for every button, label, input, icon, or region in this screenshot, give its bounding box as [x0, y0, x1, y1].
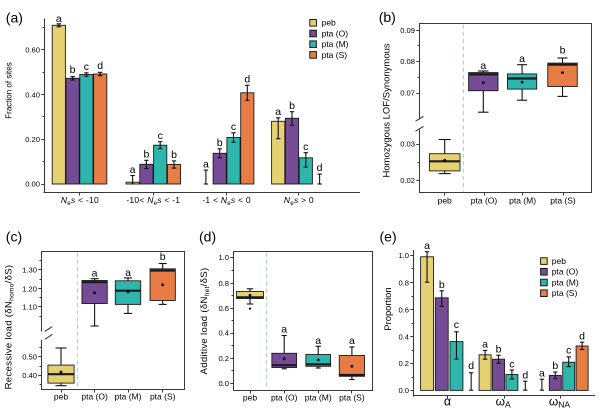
svg-text:a: a	[424, 240, 430, 252]
svg-text:peb: peb	[243, 393, 257, 403]
svg-text:d: d	[522, 370, 528, 382]
svg-text:α: α	[444, 394, 451, 408]
svg-text:b: b	[552, 360, 558, 372]
svg-text:0.40: 0.40	[22, 371, 37, 380]
svg-text:1.10: 1.10	[22, 303, 37, 312]
svg-text:0.4: 0.4	[218, 329, 229, 338]
svg-text:d: d	[468, 360, 474, 372]
svg-text:a: a	[203, 158, 209, 170]
svg-text:a: a	[92, 268, 98, 280]
svg-text:a: a	[519, 53, 525, 65]
svg-text:peb: peb	[54, 392, 68, 402]
svg-text:a: a	[56, 13, 62, 25]
svg-text:a: a	[281, 324, 287, 336]
svg-text:a: a	[539, 368, 545, 380]
svg-text:pta (O): pta (O)	[552, 267, 579, 277]
svg-text:a: a	[482, 339, 488, 351]
svg-text:0.0: 0.0	[218, 379, 229, 388]
svg-text:pta (O): pta (O)	[81, 392, 108, 402]
svg-text:0.20: 0.20	[25, 135, 40, 144]
svg-text:(a): (a)	[6, 10, 23, 26]
svg-text:0.6: 0.6	[218, 304, 229, 313]
svg-text:b: b	[289, 100, 295, 112]
svg-text:c: c	[566, 345, 571, 357]
svg-text:pta (M): pta (M)	[322, 39, 349, 49]
svg-text:a: a	[275, 106, 281, 118]
svg-text:(b): (b)	[379, 9, 396, 25]
svg-text:0.40: 0.40	[25, 90, 40, 99]
svg-text:0.6: 0.6	[398, 306, 409, 315]
svg-text:c: c	[84, 61, 89, 73]
svg-text:Additive load (δNhet/δS): Additive load (δNhet/δS)	[199, 268, 211, 375]
svg-text:0.60: 0.60	[25, 46, 40, 55]
svg-text:(d): (d)	[199, 229, 216, 245]
svg-text:c: c	[231, 121, 236, 133]
svg-text:b: b	[217, 137, 223, 149]
svg-text:0.4: 0.4	[398, 333, 409, 342]
svg-text:1.30: 1.30	[22, 266, 37, 275]
svg-text:b: b	[143, 149, 149, 161]
svg-text:a: a	[130, 164, 136, 176]
svg-text:pta (S): pta (S)	[150, 392, 176, 402]
svg-text:-10< Nes < -1: -10< Nes < -1	[126, 195, 180, 207]
svg-text:(c): (c)	[6, 229, 22, 245]
svg-text:0.00: 0.00	[25, 180, 40, 189]
svg-text:0.02: 0.02	[400, 176, 415, 185]
svg-text:d: d	[579, 330, 585, 342]
svg-text:d: d	[97, 60, 103, 72]
svg-text:b: b	[70, 64, 76, 76]
svg-text:0.8: 0.8	[398, 279, 409, 288]
svg-text:a: a	[480, 60, 486, 72]
svg-text:0.2: 0.2	[398, 359, 409, 368]
svg-text:0.08: 0.08	[400, 57, 415, 66]
svg-text:pta (S): pta (S)	[552, 288, 578, 298]
svg-text:c: c	[303, 141, 308, 153]
svg-text:pta (O): pta (O)	[271, 393, 298, 403]
svg-text:b: b	[160, 251, 166, 263]
svg-text:0.2: 0.2	[218, 354, 229, 363]
svg-text:(e): (e)	[380, 229, 397, 245]
svg-text:c: c	[509, 358, 514, 370]
svg-text:0.07: 0.07	[400, 89, 415, 98]
svg-text:b: b	[439, 279, 445, 291]
svg-text:0.09: 0.09	[400, 26, 415, 35]
svg-text:pta (O): pta (O)	[322, 28, 349, 38]
svg-text:peb: peb	[552, 256, 566, 266]
svg-text:1.0: 1.0	[398, 251, 409, 260]
svg-text:c: c	[454, 319, 459, 331]
svg-text:c: c	[158, 130, 163, 142]
svg-text:peb: peb	[438, 195, 452, 205]
svg-text:d: d	[244, 73, 250, 85]
svg-text:b: b	[496, 343, 502, 355]
svg-text:pta (S): pta (S)	[339, 393, 365, 403]
svg-text:0.8: 0.8	[218, 279, 229, 288]
svg-text:Nes > 0: Nes > 0	[284, 195, 314, 207]
svg-text:pta (M): pta (M)	[115, 392, 142, 402]
svg-text:pta (M): pta (M)	[305, 393, 332, 403]
svg-text:pta (O): pta (O)	[471, 195, 498, 205]
svg-text:a: a	[349, 335, 355, 347]
svg-text:Proportion: Proportion	[382, 287, 393, 330]
svg-text:1.0: 1.0	[218, 253, 229, 262]
svg-text:0.03: 0.03	[400, 140, 415, 149]
svg-text:pta (S): pta (S)	[322, 50, 348, 60]
svg-text:a: a	[315, 335, 321, 347]
svg-text:pta (S): pta (S)	[550, 195, 576, 205]
svg-text:Homozygous LOF/Synonymous: Homozygous LOF/Synonymous	[381, 43, 392, 177]
svg-text:b: b	[560, 45, 566, 57]
svg-text:b: b	[171, 149, 177, 161]
svg-text:0.50: 0.50	[22, 353, 37, 362]
svg-text:peb: peb	[322, 18, 336, 28]
svg-text:pta (M): pta (M)	[552, 277, 579, 287]
svg-text:pta (M): pta (M)	[509, 195, 536, 205]
svg-text:Nes < -10: Nes < -10	[61, 195, 99, 207]
svg-text:1.20: 1.20	[22, 285, 37, 294]
svg-text:Fraction of sites: Fraction of sites	[5, 62, 14, 118]
svg-text:a: a	[125, 267, 131, 279]
svg-text:d: d	[317, 162, 323, 174]
svg-text:-1 < Nes < 0: -1 < Nes < 0	[202, 195, 251, 207]
svg-text:Recessive load (δNhomo/δS): Recessive load (δNhomo/δS)	[4, 265, 16, 390]
svg-text:0.0: 0.0	[398, 386, 409, 395]
